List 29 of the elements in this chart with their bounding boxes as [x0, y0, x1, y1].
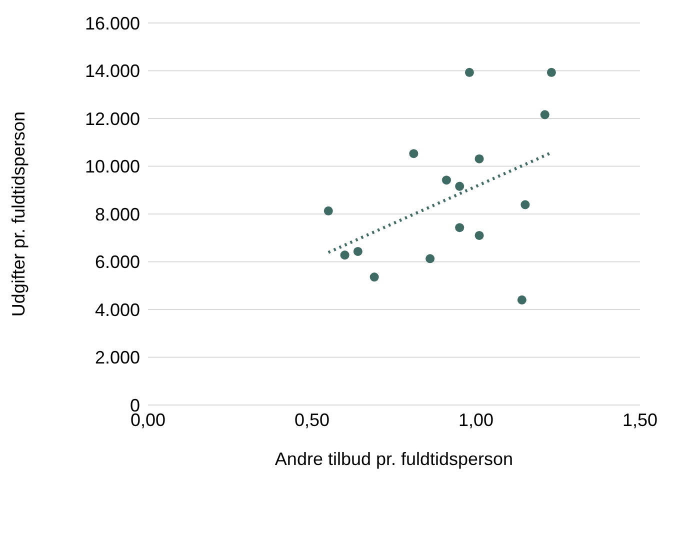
point [474, 154, 484, 164]
x-tick-label: 0,50 [294, 410, 330, 430]
point [474, 230, 484, 240]
y-tick-label: 4.000 [94, 300, 140, 320]
point [540, 110, 550, 120]
y-tick-label: 6.000 [94, 252, 140, 272]
y-tick-label: 14.000 [84, 61, 140, 82]
y-tick-label: 12.000 [84, 108, 140, 129]
y-tick-label: 10.000 [84, 156, 140, 177]
x-tick-label: 1,50 [622, 410, 658, 430]
point [409, 149, 418, 158]
point [442, 176, 451, 185]
y-tick-label: 2.000 [94, 348, 140, 368]
point [370, 272, 379, 282]
point [324, 206, 333, 216]
y-tick-label: 8.000 [94, 204, 140, 224]
y-axis-title: Udgifter pr. fuldtidsperson [8, 111, 28, 317]
point [464, 68, 474, 77]
point [353, 246, 362, 256]
y-tick-label: 16.000 [84, 13, 140, 34]
point [455, 223, 464, 232]
point [426, 254, 435, 264]
point [340, 250, 350, 260]
point [517, 295, 526, 304]
point [455, 182, 464, 191]
point [546, 68, 556, 77]
x-axis-title: Andre tilbud pr. fuldtidsperson [274, 449, 514, 469]
point [520, 200, 530, 210]
x-tick-label: 1,00 [458, 410, 494, 430]
